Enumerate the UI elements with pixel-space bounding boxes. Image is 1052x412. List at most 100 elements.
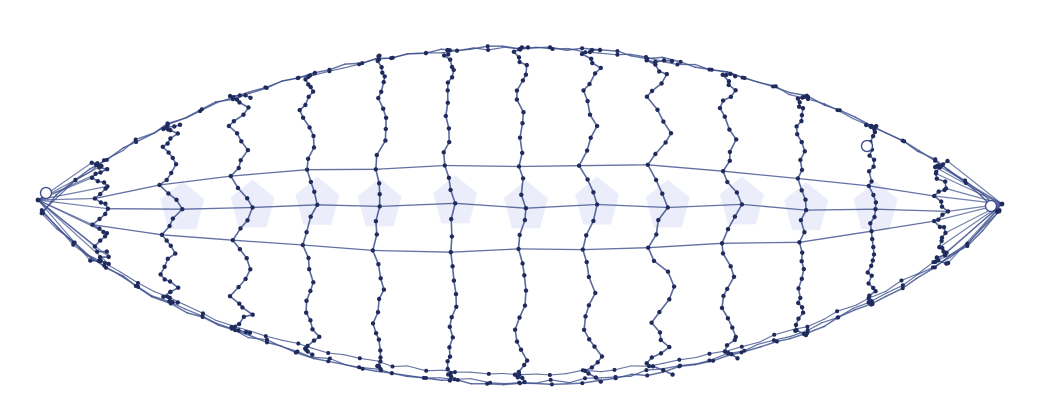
graph-node [719,305,725,311]
graph-node [424,50,428,55]
graph-edge [662,365,681,373]
graph-edge [839,109,856,118]
graph-node [671,284,677,289]
graph-node [805,324,810,329]
highlight-patch [503,180,548,229]
graph-edge [201,101,217,110]
graph-node [644,368,649,373]
graph-node [166,191,171,196]
graph-edge [297,342,313,349]
graph-node [589,365,595,370]
graph-edge [359,357,379,362]
graph-node [586,274,592,280]
graph-node [670,372,675,377]
highlight-patch [645,179,690,228]
graph-edge [823,310,838,320]
graph-node [587,81,592,87]
graph-edge [181,206,254,210]
graph-node [239,139,244,144]
graph-node [311,133,316,139]
graph-node [869,273,874,278]
graph-node [136,281,140,285]
graph-node [89,175,95,180]
graph-nodes [35,44,1005,387]
graph-node [305,156,311,161]
graph-node [707,67,712,72]
graph-node [798,157,803,163]
graph-node [106,254,111,260]
graph-edge [900,272,919,282]
graph-node [445,359,450,364]
graph-edge [183,303,204,314]
graph-edge [172,208,184,220]
graph-node [517,232,522,238]
graph-node [375,310,381,315]
graph-node [583,314,588,319]
graph-node [865,270,870,275]
graph-node [357,356,362,361]
graph-node [524,358,530,363]
graph-node [486,48,491,52]
highlight-patch [160,181,205,230]
graph-node [598,65,603,71]
graph-node [522,273,527,278]
graph-edge [646,371,664,377]
graph-node [383,115,389,121]
graph-edge [536,373,551,376]
graph-node [311,145,317,150]
graph-node [92,196,98,201]
graph-edge [917,261,934,275]
graph-node [937,165,942,170]
graph-node [646,245,651,250]
graph-edge [161,234,234,241]
graph-node [649,320,654,325]
graph-node [900,286,905,291]
graph-edge [375,220,378,236]
graph-edge [668,285,675,301]
graph-edge [122,138,137,152]
graph-edge [729,138,738,153]
graph-edge [519,136,524,154]
graph-edge [981,210,1000,230]
graph-node [803,197,808,202]
graph-node [520,121,525,126]
graph-node [236,328,241,333]
graph-edge [523,274,527,292]
open-node-marker [984,199,998,213]
graph-node [73,178,78,183]
graph-edge [855,297,870,306]
graph-node [934,176,939,181]
graph-edge [37,199,110,258]
graph-edge [151,295,170,303]
graph-edge [264,80,283,89]
graph-node [940,212,945,217]
graph-edge [797,177,870,187]
graph-edge [586,137,592,152]
graph-node [588,135,593,140]
graph-edge [806,318,825,328]
graph-node [799,276,804,281]
graph-node [308,214,313,219]
graph-node [711,358,716,363]
graph-node [724,72,729,78]
graph-node [512,372,518,377]
graph-node [448,250,453,255]
graph-node [454,304,459,309]
graph-node [942,253,948,258]
graph-node [871,285,876,291]
graph-node [945,158,950,164]
graph-edge [345,364,360,368]
graph-node [524,62,529,68]
graph-edge [201,315,218,324]
graph-edge [647,242,723,249]
graph-node [376,262,381,267]
graph-edge [646,95,659,111]
graph-node [799,259,804,264]
graph-edge [694,63,711,71]
graph-node [739,344,744,349]
graph-node [663,140,668,145]
graph-node [237,301,242,306]
graph-node [587,49,593,55]
graph-node [307,267,312,272]
graph-node [870,133,876,139]
